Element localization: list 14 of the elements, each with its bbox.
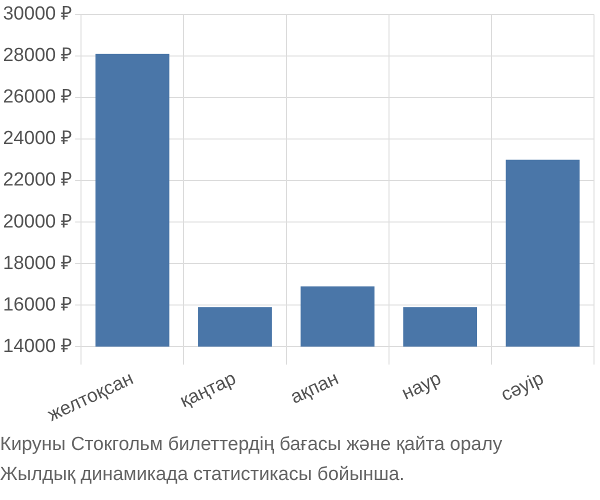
y-tick-label: 20000 ₽	[2, 211, 72, 232]
y-tick-label: 14000 ₽	[2, 336, 72, 357]
text: Кируны Стокгольм билеттердің бағасы және қайта оралу	[0, 433, 504, 457]
y-tick-label: 30000 ₽	[2, 4, 72, 25]
text: Жылдық динамикада статистикасы бойынша.	[0, 463, 406, 487]
x-tick-label: сәуір	[498, 368, 548, 406]
y-tick-label: 28000 ₽	[2, 45, 72, 66]
x-tick-label: наур	[398, 368, 444, 404]
y-tick-label: 16000 ₽	[2, 294, 72, 316]
y-tick-label: 18000 ₽	[2, 252, 72, 274]
y-tick-label: 22000 ₽	[2, 170, 72, 191]
x-tick-label: ақпан	[287, 368, 342, 408]
y-tick-label: 26000 ₽	[2, 86, 72, 108]
y-tick-label: 24000 ₽	[2, 128, 72, 150]
